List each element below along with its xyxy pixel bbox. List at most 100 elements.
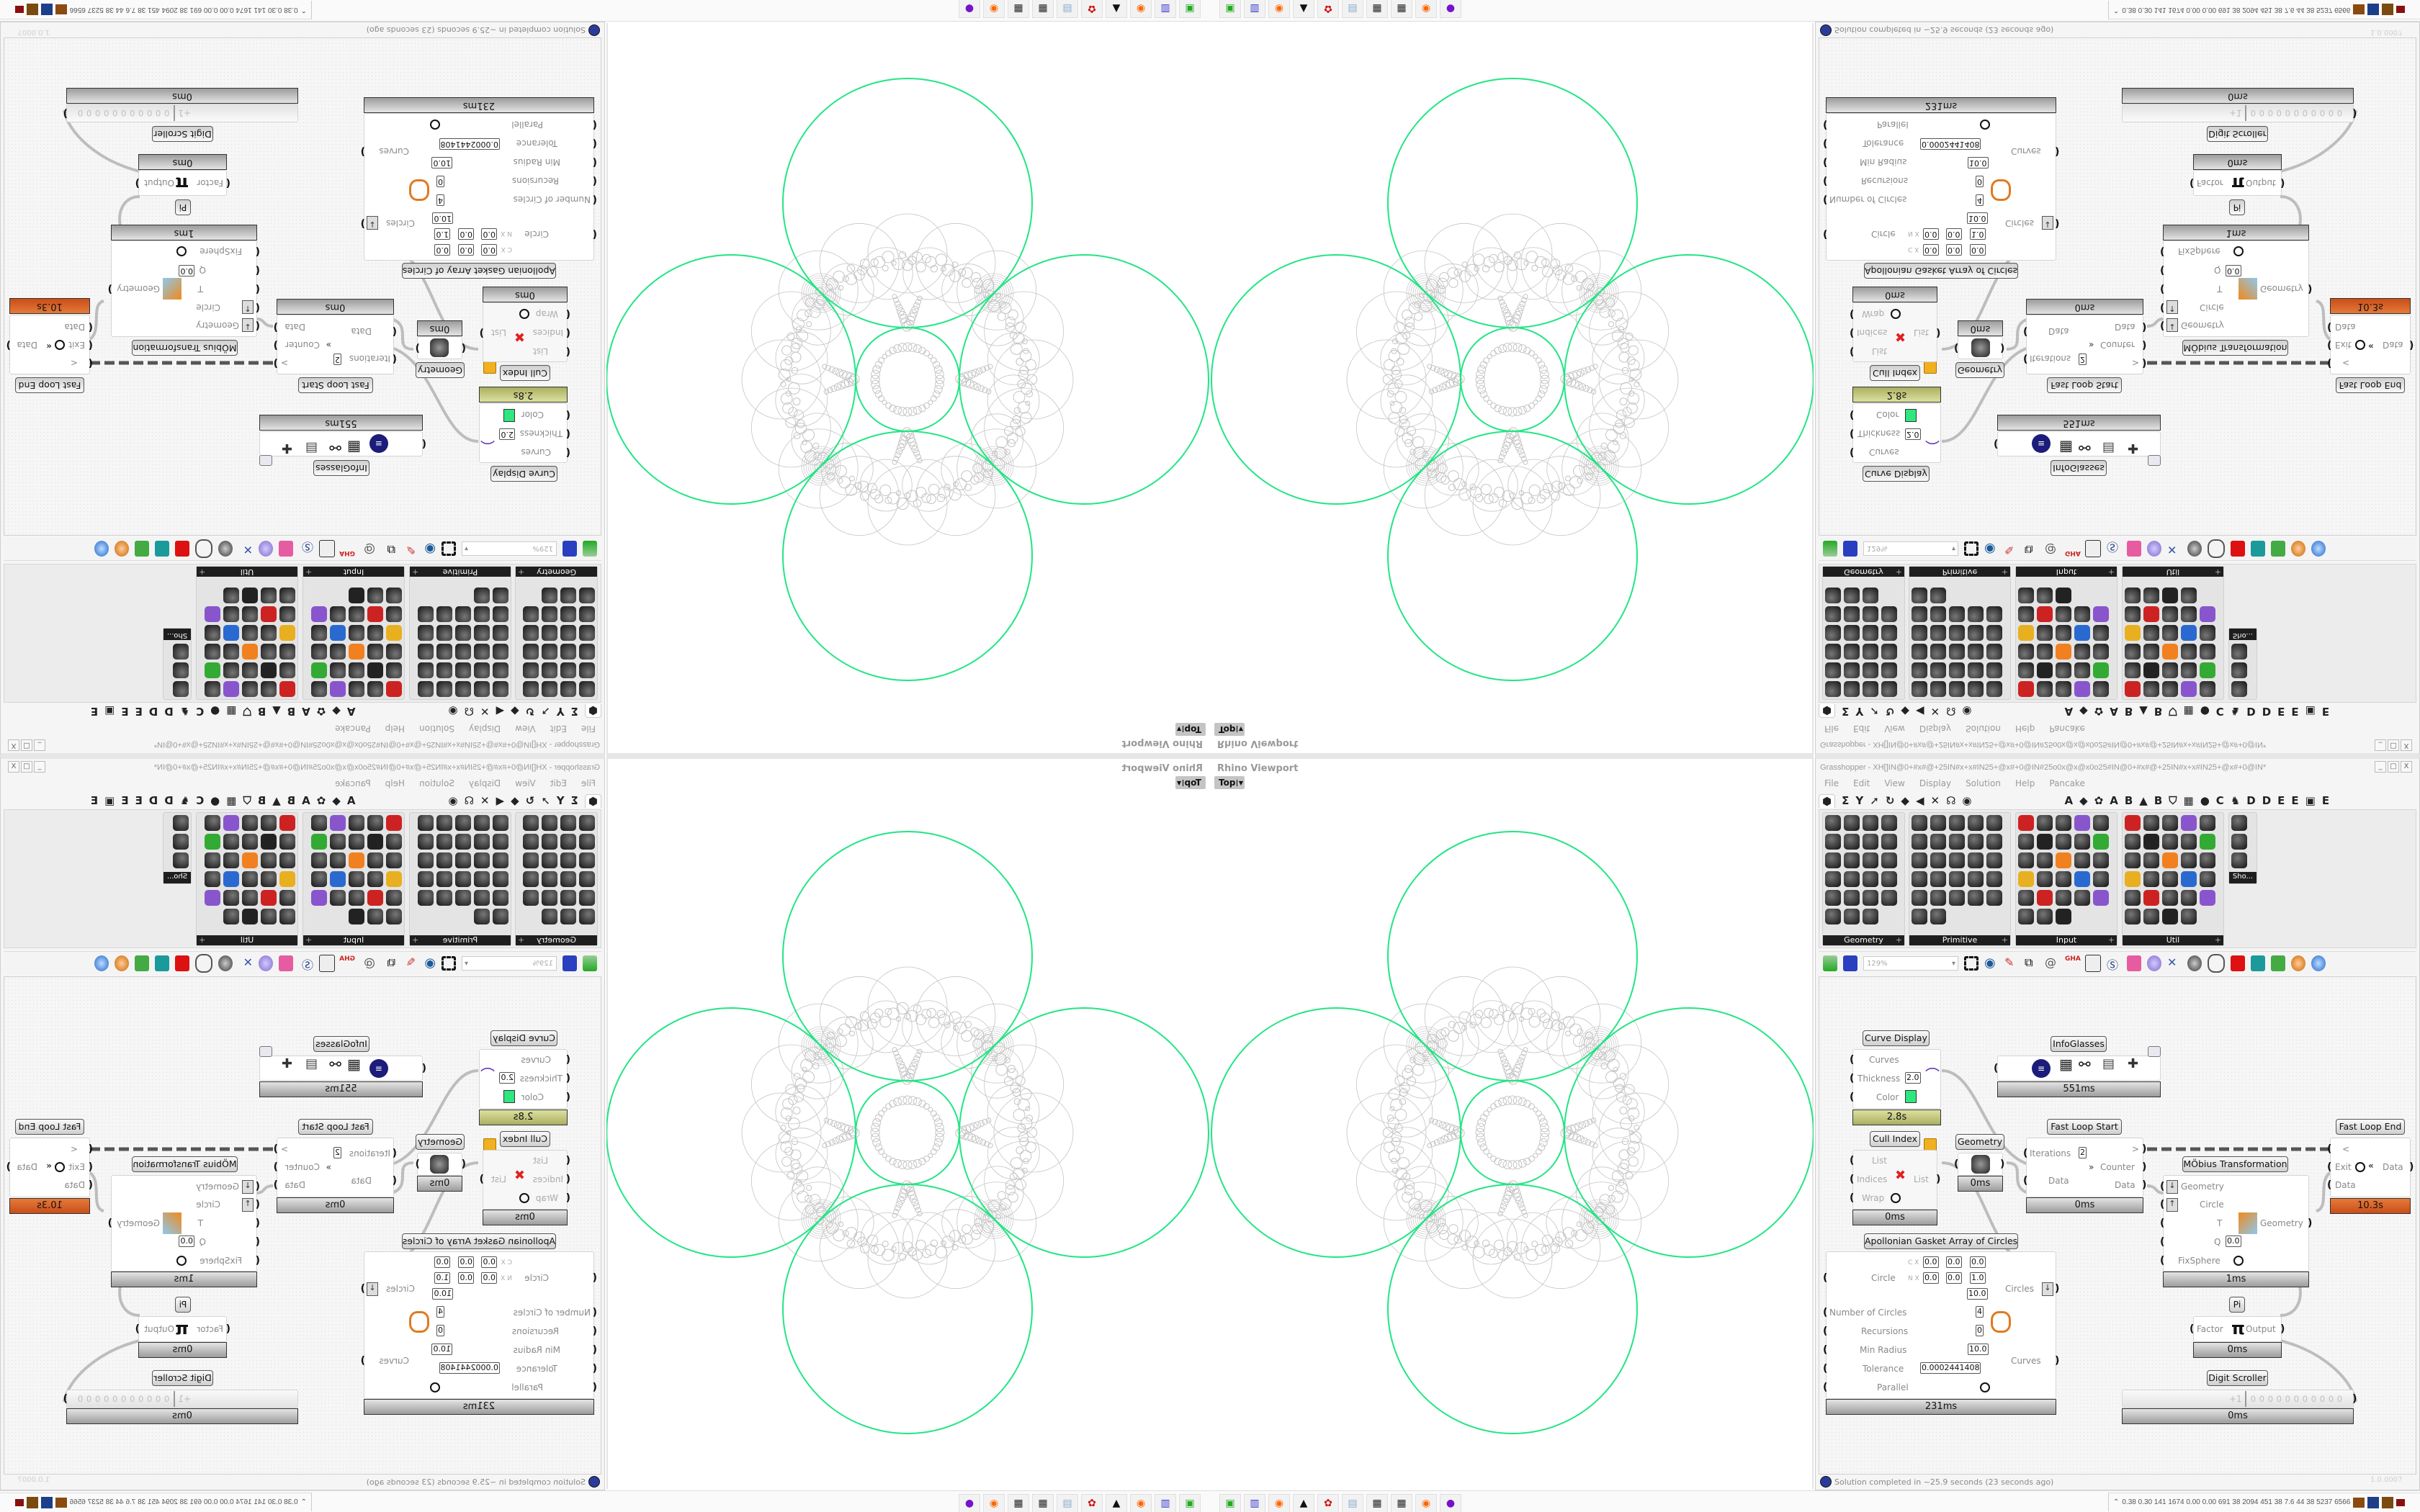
- component-icon[interactable]: [1930, 890, 1946, 906]
- input-port[interactable]: (: [1850, 446, 1855, 458]
- curve-display-node[interactable]: ( ( ( Curves Thickness 2.0 ⌒ Color: [1850, 1049, 1941, 1109]
- input-port[interactable]: (: [592, 1272, 597, 1284]
- expand-icon[interactable]: +: [518, 935, 525, 945]
- component-icon[interactable]: [1825, 681, 1841, 697]
- glasses-icon[interactable]: ⚯: [2079, 1056, 2091, 1073]
- input-port[interactable]: (: [255, 302, 260, 313]
- component-icon[interactable]: [418, 871, 434, 887]
- component-icon[interactable]: [2162, 606, 2178, 622]
- component-icon[interactable]: [1825, 871, 1841, 887]
- menu-file[interactable]: File: [581, 724, 596, 734]
- fast-loop-end-label[interactable]: Fast Loop End: [2336, 377, 2405, 393]
- component-icon[interactable]: [2231, 644, 2247, 660]
- minimize-button[interactable]: _: [2375, 739, 2386, 751]
- tab[interactable]: ✿: [316, 794, 326, 807]
- component-icon[interactable]: [418, 606, 434, 622]
- component-icon[interactable]: [261, 606, 277, 622]
- component-icon[interactable]: [367, 606, 383, 622]
- tab[interactable]: ◆: [332, 794, 341, 807]
- save-icon[interactable]: [563, 955, 577, 971]
- component-icon[interactable]: [223, 588, 239, 603]
- component-icon[interactable]: [349, 588, 364, 603]
- component-icon[interactable]: [1825, 588, 1841, 603]
- component-icon[interactable]: [223, 890, 239, 906]
- input-port[interactable]: (: [1850, 1155, 1855, 1166]
- component-icon[interactable]: [2143, 644, 2159, 660]
- tab[interactable]: ↻: [525, 705, 535, 718]
- output-port[interactable]: ): [479, 327, 484, 338]
- component-icon[interactable]: [1968, 871, 1984, 887]
- iterations-value[interactable]: 2: [333, 354, 341, 365]
- preview-shaded-icon[interactable]: [2187, 541, 2202, 557]
- component-icon[interactable]: [474, 644, 490, 660]
- tab[interactable]: E: [121, 705, 129, 718]
- component-icon[interactable]: [2018, 871, 2034, 887]
- maze-app-icon[interactable]: ▦: [1366, 0, 1388, 18]
- sphere-icon[interactable]: [2311, 541, 2326, 557]
- component-icon[interactable]: [560, 871, 576, 887]
- component-icon[interactable]: [2074, 834, 2090, 850]
- component-icon[interactable]: [1825, 815, 1841, 831]
- component-icon[interactable]: [1930, 871, 1946, 887]
- tab[interactable]: ◉: [448, 794, 458, 807]
- component-icon[interactable]: [493, 662, 508, 678]
- component-icon[interactable]: [2181, 606, 2197, 622]
- component-icon[interactable]: [1881, 890, 1897, 906]
- panel-header[interactable]: Geometry +: [516, 935, 597, 945]
- tab[interactable]: C: [2215, 705, 2224, 718]
- digit-scroller-label[interactable]: Digit Scroller: [2207, 1370, 2268, 1386]
- component-icon[interactable]: [579, 662, 595, 678]
- pi-node[interactable]: ( ) Factor π Output: [135, 1316, 230, 1342]
- component-icon[interactable]: [2056, 815, 2071, 831]
- component-icon[interactable]: [2037, 834, 2053, 850]
- component-icon[interactable]: [474, 834, 490, 850]
- maze-app-icon[interactable]: ▦: [1032, 0, 1054, 18]
- info-icon[interactable]: [588, 1476, 600, 1488]
- close-button[interactable]: X: [8, 761, 19, 773]
- gha-icon[interactable]: GHA: [2065, 549, 2081, 557]
- cull-index-node[interactable]: ( ( ( ) List Indices Wrap ✖ List: [1850, 1150, 1940, 1210]
- normal-y[interactable]: 0.0: [458, 1272, 474, 1284]
- tab[interactable]: E: [135, 705, 143, 718]
- eye-icon[interactable]: ◉: [424, 955, 436, 971]
- bulb-icon[interactable]: [259, 541, 273, 557]
- component-icon[interactable]: [2143, 606, 2159, 622]
- input-port[interactable]: (: [1823, 119, 1828, 130]
- component-icon[interactable]: [242, 871, 258, 887]
- component-icon[interactable]: [418, 644, 434, 660]
- tab[interactable]: ◉: [1962, 705, 1972, 718]
- component-icon[interactable]: [2231, 834, 2247, 850]
- fast-loop-end-node[interactable]: ( ( ( ) < Exit « Data Data: [2327, 315, 2414, 374]
- component-icon[interactable]: [386, 644, 402, 660]
- tab[interactable]: ◀: [1915, 705, 1924, 718]
- tab[interactable]: E: [2291, 705, 2299, 718]
- component-icon[interactable]: [2181, 625, 2197, 641]
- input-port[interactable]: (: [421, 438, 426, 449]
- tab[interactable]: E: [2277, 794, 2285, 807]
- component-icon[interactable]: [1949, 606, 1965, 622]
- component-icon[interactable]: [2018, 815, 2034, 831]
- input-port[interactable]: (: [565, 1054, 570, 1066]
- menu-display[interactable]: Display: [468, 724, 501, 734]
- input-port[interactable]: (: [255, 320, 260, 331]
- firefox-icon[interactable]: ◉: [1130, 1494, 1152, 1512]
- recursions-value[interactable]: 0: [1976, 1325, 1984, 1336]
- zoom-input[interactable]: 129% ▾: [462, 955, 557, 971]
- component-icon[interactable]: [1844, 662, 1860, 678]
- wolf-app-icon[interactable]: ▲: [1293, 0, 1314, 18]
- component-icon[interactable]: [542, 815, 557, 831]
- panel-header[interactable]: Util +: [197, 567, 297, 577]
- center-z[interactable]: 0.0: [434, 1256, 450, 1268]
- output-port[interactable]: ): [273, 1161, 278, 1173]
- input-port[interactable]: (: [88, 339, 93, 351]
- exit-toggle[interactable]: [2355, 340, 2365, 350]
- preview-selected-icon[interactable]: [175, 955, 189, 971]
- normal-y[interactable]: 0.0: [458, 228, 474, 240]
- component-icon[interactable]: [261, 662, 277, 678]
- exit-toggle[interactable]: [55, 340, 65, 350]
- input-port[interactable]: (: [88, 1161, 93, 1173]
- component-icon[interactable]: [2074, 662, 2090, 678]
- tab[interactable]: ◆: [511, 705, 519, 718]
- component-icon[interactable]: [2200, 606, 2215, 622]
- grid-icon[interactable]: ▦: [2059, 1056, 2073, 1073]
